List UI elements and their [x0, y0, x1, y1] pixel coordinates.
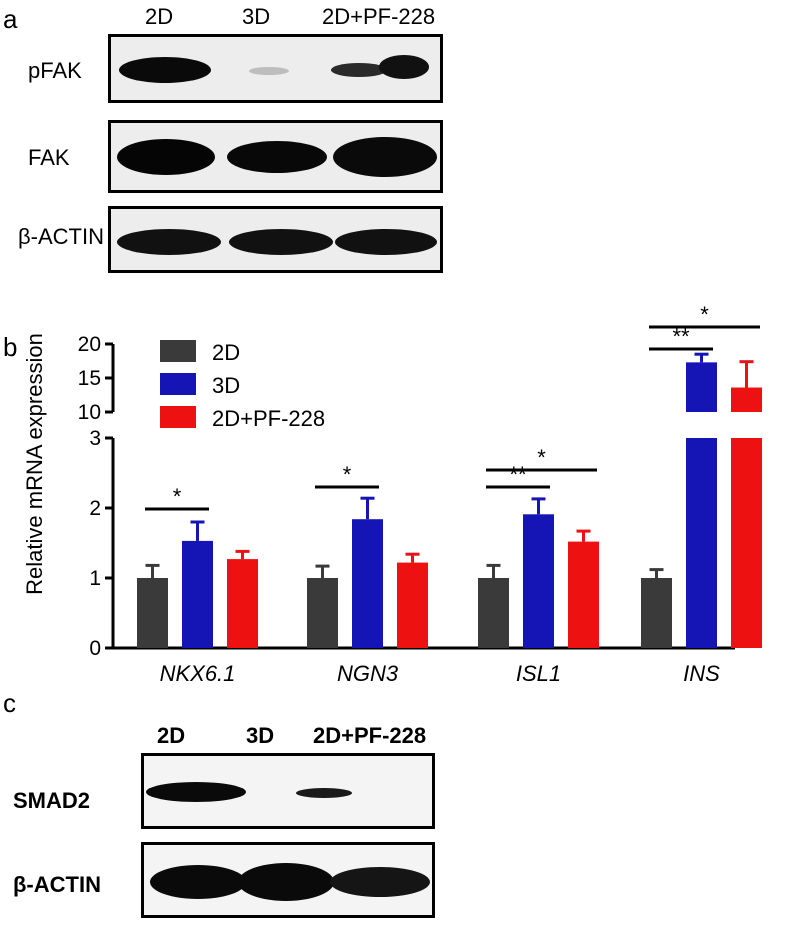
panel-a-lane-3d: 3D [242, 4, 271, 29]
panel-a-row-fak: FAK [28, 145, 70, 170]
bar-upper-2d-pf-228-ins [731, 387, 762, 412]
legend-swatch [160, 373, 196, 395]
band-smad2-2d [146, 782, 246, 802]
y-tick-label: 10 [78, 401, 101, 424]
panel-a-blot-beta-actin [108, 206, 443, 273]
panel-a-lane-2d: 2D [145, 4, 174, 29]
y-tick-label: 15 [78, 367, 101, 390]
panel-c-lane-3d: 3D [246, 723, 275, 748]
band-fak-pf228 [333, 137, 437, 177]
significance-label: * [343, 462, 352, 487]
panel-c-lane-2d-pf228: 2D+PF-228 [313, 723, 427, 748]
panel-c-row-beta-actin: β-ACTIN [13, 872, 101, 897]
bar-2d-ins [641, 578, 672, 648]
mrna-bar-chart: Relative mRNA expression 0 1 2 3 10 15 20 NKX6.… [22, 302, 762, 686]
significance-label: * [537, 445, 546, 470]
y-tick-label: 1 [89, 567, 101, 590]
panel-a-row-beta-actin: β-ACTIN [18, 224, 104, 249]
band-pfak-2d [119, 57, 211, 83]
x-category-label: NGN3 [337, 661, 399, 686]
bar-3d-isl1 [523, 514, 554, 648]
bar-3d-nkx6-1 [182, 540, 213, 648]
band-pfak-pf228 [331, 63, 387, 77]
y-axis-label: Relative mRNA expression [22, 333, 47, 595]
bar-3d-ngn3 [352, 519, 383, 648]
y-tick-label: 20 [78, 333, 101, 356]
panel-c-lane-2d: 2D [157, 723, 186, 748]
significance-label: * [173, 484, 182, 509]
panel-a-row-pfak: pFAK [28, 58, 82, 83]
bar-2d-pf-228-ins [731, 438, 762, 648]
x-category-label: INS [683, 661, 720, 686]
panel-a-lane-2d-pf228: 2D+PF-228 [322, 4, 436, 29]
legend-label: 3D [212, 373, 240, 398]
bar-2d-isl1 [478, 578, 509, 648]
band-actin-2d [117, 229, 221, 255]
legend-label: 2D [212, 340, 240, 365]
significance-label: * [700, 302, 709, 327]
band-pfak-pf228-b [379, 55, 429, 79]
y-tick-label: 0 [89, 637, 101, 660]
legend-swatch [160, 340, 196, 362]
band-c-actin-pf228 [330, 867, 430, 897]
panel-a-blot-pfak [108, 34, 443, 103]
bar-2d-ngn3 [307, 578, 338, 648]
band-c-actin-2d [150, 865, 246, 899]
panel-c-blot-smad2 [141, 753, 435, 829]
panel-c-letter: c [3, 688, 16, 718]
significance-label: ** [672, 324, 690, 349]
bar-2d-pf-228-ngn3 [397, 562, 428, 648]
band-pfak-3d [249, 67, 289, 75]
band-fak-3d [227, 141, 327, 173]
band-c-actin-3d [238, 863, 334, 901]
bar-2d-nkx6-1 [137, 578, 168, 648]
band-smad2-3d [296, 788, 352, 798]
band-actin-pf228 [335, 229, 437, 255]
y-tick-label: 2 [89, 497, 101, 520]
x-category-label: NKX6.1 [160, 661, 236, 686]
band-actin-3d [229, 229, 333, 255]
panel-b-letter: b [3, 332, 18, 362]
legend-label: 2D+PF-228 [212, 406, 325, 431]
y-tick-label: 3 [89, 427, 101, 450]
band-fak-2d [117, 139, 215, 175]
panel-a-letter: a [3, 4, 18, 34]
panel-c-row-smad2: SMAD2 [13, 788, 91, 813]
bar-upper-3d-ins [686, 362, 717, 412]
bar-2d-pf-228-nkx6-1 [227, 559, 258, 648]
x-category-label: ISL1 [516, 661, 561, 686]
bar-2d-pf-228-isl1 [568, 541, 599, 648]
legend-swatch [160, 406, 196, 428]
significance-label: ** [509, 462, 527, 487]
bar-3d-ins [686, 438, 717, 648]
panel-a-blot-fak [108, 120, 443, 193]
panel-c-blot-beta-actin [141, 842, 435, 918]
